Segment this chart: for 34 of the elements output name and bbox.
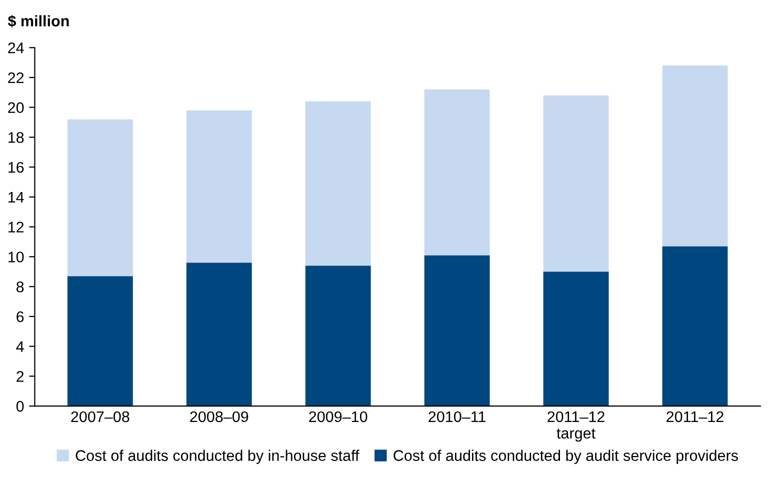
bar [543,272,609,406]
bar [67,276,133,406]
bar [305,266,371,406]
y-tick-label: 16 [8,162,24,173]
y-tick-label: 4 [16,341,24,352]
y-tick-label: 20 [8,102,24,114]
bar [662,66,728,246]
y-tick-label: 0 [16,400,24,412]
x-tick-label: 2010–11 [428,411,486,422]
y-tick-label: 12 [8,222,24,232]
y-tick-label: 22 [8,72,24,84]
x-tick-label: 2011–12 target [548,411,604,442]
y-tick-label: 14 [8,192,24,203]
y-tick-label: 10 [8,252,24,262]
y-tick-label: 24 [8,42,24,54]
x-tick-label: 2008–09 [190,411,248,422]
bar [424,255,490,406]
bar [186,262,252,406]
legend-label: Cost of audits conducted by in-house staff [76,450,360,464]
y-tick-label: 6 [16,311,24,322]
bar [662,246,728,406]
bar [186,110,252,263]
y-axis-title: $ million [8,14,69,28]
bar [543,95,609,272]
bar [424,89,490,256]
x-tick-label: 2011–12 [666,411,724,422]
y-tick-label: 8 [16,281,24,292]
bar [67,119,133,276]
legend-label: Cost of audits conducted by audit service providers [394,450,738,464]
y-tick-label: 2 [16,371,24,382]
x-tick-label: 2007–08 [71,411,130,422]
y-tick-label: 18 [8,132,24,143]
x-tick-label: 2009–10 [309,411,368,422]
bar [305,101,371,266]
